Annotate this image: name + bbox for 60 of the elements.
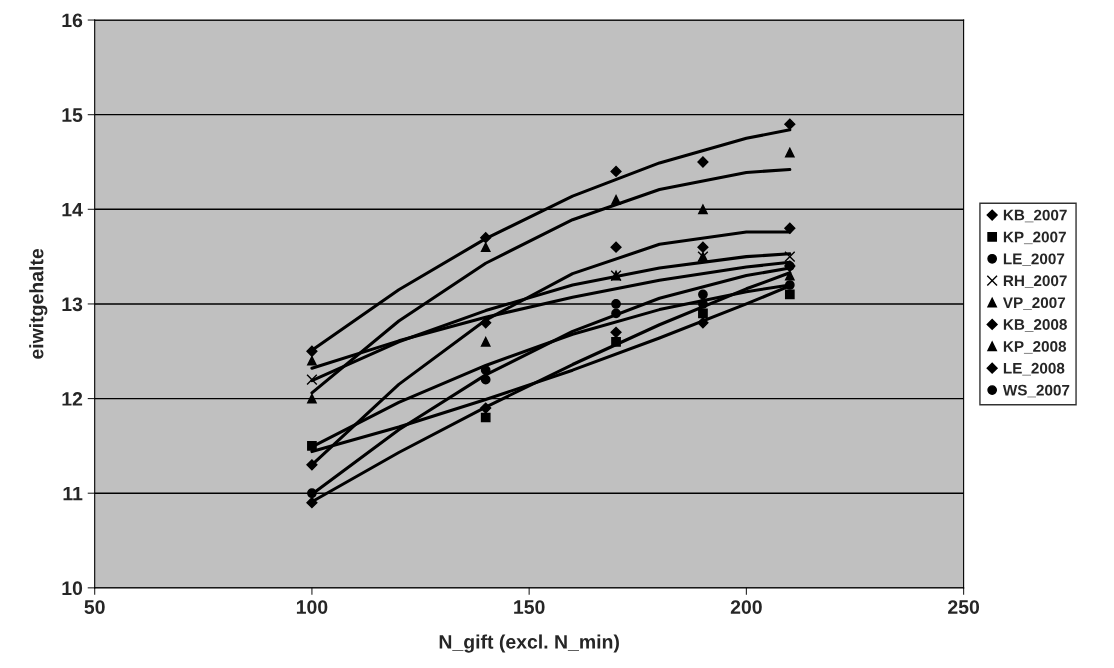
point [611,299,621,309]
y-tick-label: 12 [62,392,83,406]
x-tick-label: 200 [730,600,762,614]
point [480,374,491,385]
y-axis-title: eiwitgehalte [29,248,48,359]
point [306,497,318,509]
y-tick-label: 16 [62,13,83,28]
point [307,441,317,451]
legend-label: LE_2008 [1003,362,1065,376]
y-tick-label: 11 [63,486,83,501]
x-tick-label: 100 [296,600,328,614]
legend-label: KP_2008 [1003,340,1067,354]
point [610,326,622,338]
legend-label: KB_2007 [1003,209,1067,223]
point [784,147,795,158]
y-tick-label: 13 [62,297,83,312]
point [611,194,621,205]
point [611,336,621,347]
point [480,232,492,244]
point [307,488,317,499]
x-tick-label: 250 [948,600,980,614]
legend-label: VP_2007 [1002,297,1066,310]
legend-label: LE_2007 [1003,253,1065,266]
point [480,317,492,329]
point [698,308,708,319]
x-tick-label: 150 [514,600,545,614]
point [480,336,491,347]
point [610,241,622,253]
point [698,289,708,300]
point [306,459,318,471]
legend-label: KB_2008 [1003,319,1067,332]
point [697,241,709,253]
y-tick-label: 14 [62,202,83,217]
point [306,374,318,386]
point [611,308,621,319]
point [480,412,491,423]
point [697,317,709,329]
y-tick-label: 10 [62,581,83,596]
point [784,289,795,300]
point [784,251,796,263]
point [307,355,317,366]
y-tick-label: 15 [62,108,83,122]
point [784,280,795,290]
point [307,393,317,404]
point [698,204,708,215]
point [480,402,492,414]
point [784,118,796,130]
legend-label: RH_2007 [1003,275,1067,288]
point [480,365,491,376]
point [306,345,318,357]
legend-label: WS_2007 [1002,384,1070,398]
point [610,165,622,178]
x-tick-label: 50 [84,600,105,614]
legend-label: KP_2007 [1003,231,1066,245]
x-axis-title: N_gift (excl. N_min) [439,634,619,653]
point [480,242,491,253]
point [784,270,795,281]
point [784,222,796,234]
point [784,261,795,271]
point [698,299,708,309]
